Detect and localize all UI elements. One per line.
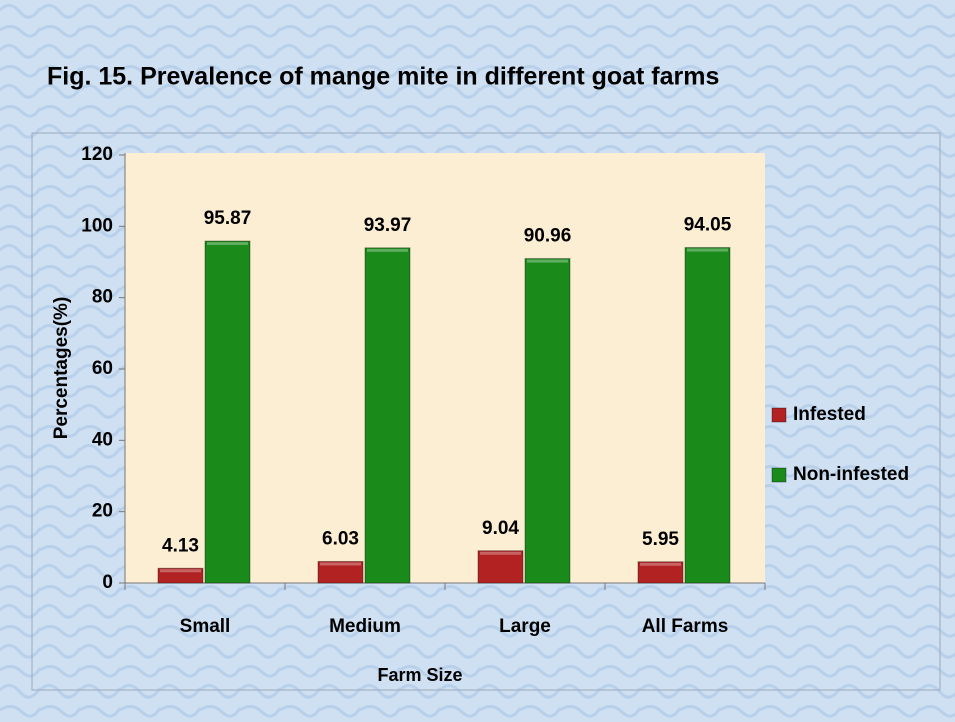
bar [317,560,364,584]
bar [204,240,251,584]
y-tick-label: 100 [81,215,113,236]
legend-label: Non-infested [793,464,909,485]
y-tick-label: 0 [102,572,113,593]
bar-highlight [640,562,681,566]
x-tick-label: Medium [329,616,401,637]
x-axis-title: Farm Size [377,665,462,685]
bar-highlight [160,569,201,573]
bar-highlight [207,242,248,246]
bar [524,258,571,584]
y-axis-title: Percentages(%) [51,297,72,440]
y-tick-label: 20 [92,501,113,522]
bar-highlight [480,551,521,555]
chart-frame [31,132,941,691]
bar [637,561,684,584]
bar [684,247,731,584]
legend-label: Infested [793,404,866,425]
value-label: 95.87 [204,208,252,229]
y-tick-label: 60 [92,358,113,379]
value-label: 94.05 [684,215,732,236]
value-label: 9.04 [482,518,519,539]
value-label: 4.13 [162,535,199,556]
chart-title: Fig. 15. Prevalence of mange mite in dif… [47,63,719,91]
legend-swatch [771,467,787,483]
y-tick-label: 40 [92,429,113,450]
y-tick-label: 120 [81,144,113,165]
bar-highlight [527,259,568,263]
x-tick-label: All Farms [642,616,729,637]
y-tick-label: 80 [92,287,113,308]
value-label: 90.96 [524,226,572,247]
x-tick-label: Large [499,616,551,637]
value-label: 6.03 [322,529,359,550]
x-tick-label: Small [180,616,231,637]
bar-highlight [320,562,361,566]
bar-highlight [367,248,408,252]
bar-highlight [687,248,728,252]
bar [477,550,524,584]
value-label: 5.95 [642,529,679,550]
value-label: 93.97 [364,215,412,236]
bar [364,247,411,584]
bar [157,567,204,584]
legend-swatch [771,407,787,423]
